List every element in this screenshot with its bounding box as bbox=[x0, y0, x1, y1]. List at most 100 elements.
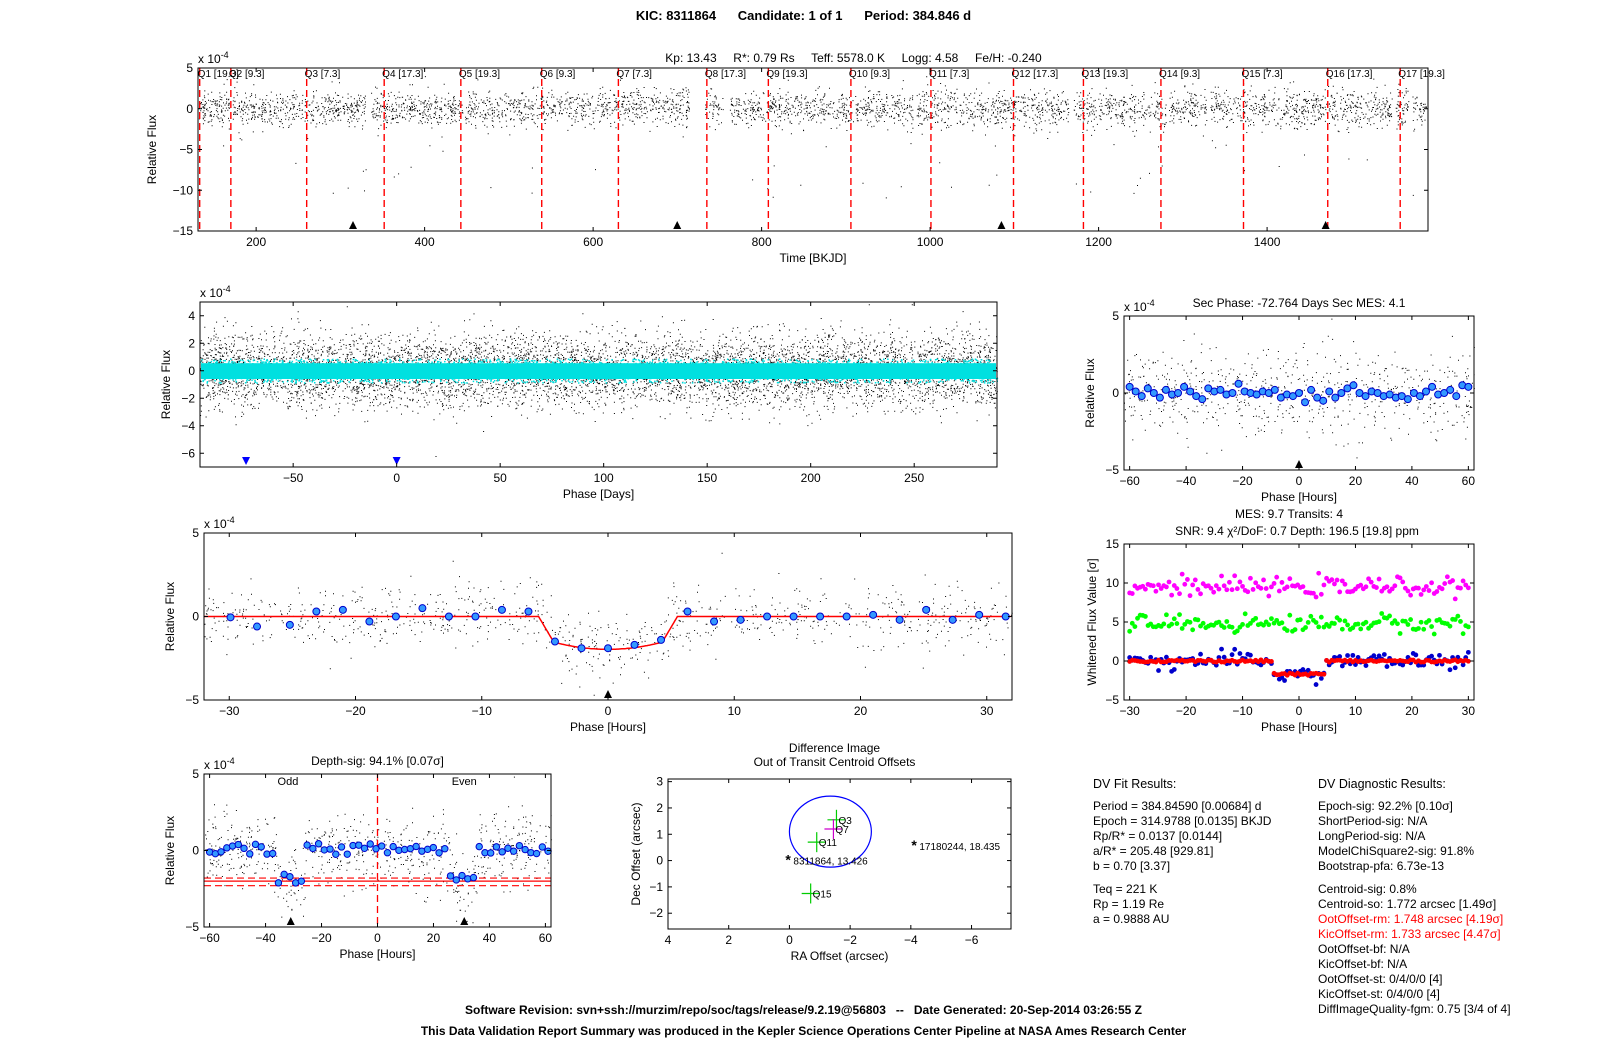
whitened-point bbox=[1271, 581, 1277, 586]
y-tick-label: −10 bbox=[173, 183, 194, 197]
whitened-point bbox=[1400, 662, 1406, 668]
whitened-point bbox=[1261, 577, 1266, 583]
whitened-point bbox=[1442, 581, 1448, 586]
transit-marker bbox=[348, 221, 357, 229]
y-tick-label: 4 bbox=[188, 309, 195, 323]
whitened-point bbox=[1164, 612, 1169, 618]
whitened-point bbox=[1266, 622, 1272, 628]
quarter-centroid-label: Q7 bbox=[835, 825, 849, 836]
whitened-point bbox=[1190, 582, 1196, 588]
diagnostic-result-line bbox=[1318, 874, 1511, 882]
whitened-point bbox=[1292, 627, 1298, 632]
light-curve-points bbox=[198, 76, 1427, 199]
quarter-label: Q3 [7.3] bbox=[305, 69, 341, 80]
whitened-point bbox=[1395, 621, 1400, 627]
y-axis-label: Relative Flux bbox=[145, 115, 159, 184]
fit-result-line: Teq = 221 K bbox=[1093, 882, 1158, 896]
whitened-point bbox=[1221, 583, 1227, 589]
quarter-label: Q6 [9.3] bbox=[540, 69, 576, 80]
whitened-point bbox=[1452, 617, 1458, 622]
whitened-point bbox=[1305, 620, 1311, 625]
whitened-point bbox=[1195, 587, 1201, 592]
whitened-point bbox=[1279, 580, 1285, 585]
odd-label: Odd bbox=[278, 776, 299, 788]
binned-point bbox=[1452, 392, 1461, 401]
binned-point bbox=[1428, 382, 1437, 391]
binned-point bbox=[1403, 395, 1412, 404]
y-scale-label: x 10-4 bbox=[1124, 298, 1155, 314]
x-tick-label: −2 bbox=[843, 933, 857, 947]
fit-result-line: a/R* = 205.48 [929.81] bbox=[1093, 844, 1214, 858]
whitened-point bbox=[1332, 581, 1337, 587]
chart-whitened: MES: 9.7 Transits: 4 SNR: 9.4 χ²/DoF: 0.7… bbox=[1085, 507, 1475, 734]
whitened-point bbox=[1276, 588, 1282, 594]
star-label: 8311864, 13.426 bbox=[793, 857, 868, 868]
whitened-point bbox=[1405, 588, 1411, 594]
x-tick-label: −60 bbox=[1119, 474, 1140, 488]
binned-point bbox=[1325, 387, 1334, 396]
transit-marker bbox=[604, 690, 612, 698]
star-marker: * bbox=[785, 852, 791, 868]
binned-point bbox=[604, 644, 612, 653]
fit-result-line: a = 0.9888 AU bbox=[1093, 912, 1170, 926]
binned-point bbox=[504, 844, 512, 852]
binned-point bbox=[842, 612, 851, 621]
x-tick-label: −60 bbox=[199, 931, 220, 945]
x-tick-label: 250 bbox=[904, 471, 924, 485]
whitened-point bbox=[1182, 581, 1188, 587]
binned-point bbox=[452, 876, 460, 884]
whitened-point bbox=[1366, 576, 1371, 582]
x-tick-label: −40 bbox=[1176, 474, 1197, 488]
x-tick-label: 60 bbox=[1462, 474, 1476, 488]
y-tick-label: −5 bbox=[1105, 463, 1119, 477]
binned-point bbox=[234, 840, 242, 849]
y-axis-label: Dec Offset (arcsec) bbox=[629, 802, 643, 905]
whitened-point bbox=[1169, 592, 1175, 598]
x-tick-label: 200 bbox=[801, 471, 821, 485]
whitened-point bbox=[1232, 646, 1238, 652]
whitened-point bbox=[1460, 631, 1466, 637]
binned-point bbox=[377, 842, 386, 850]
report-header: KIC: 8311864 Candidate: 1 of 1 Period: 3… bbox=[0, 8, 1607, 23]
x-tick-label: 60 bbox=[539, 931, 553, 945]
binned-point bbox=[326, 845, 334, 853]
whitened-point bbox=[1242, 611, 1248, 617]
y-tick-label: 0 bbox=[192, 844, 199, 858]
whitened-point bbox=[1318, 614, 1324, 620]
whitened-point bbox=[1129, 591, 1135, 596]
binned-point bbox=[710, 617, 719, 626]
whitened-point bbox=[1282, 678, 1287, 683]
x-tick-label: 0 bbox=[786, 933, 793, 947]
binned-point bbox=[922, 605, 931, 614]
y-tick-label: −5 bbox=[179, 143, 193, 157]
binned-point bbox=[683, 607, 692, 616]
fit-result-line: Period = 384.84590 [0.00684] d bbox=[1093, 799, 1262, 813]
y-tick-label: 10 bbox=[1106, 576, 1120, 590]
binned-point bbox=[285, 620, 294, 629]
x-tick-label: 150 bbox=[697, 471, 717, 485]
whitened-point bbox=[1363, 663, 1369, 668]
secondary-title: Sec Phase: -72.764 Days Sec MES: 4.1 bbox=[1193, 296, 1406, 310]
quarter-label: Q17 [19.3] bbox=[1398, 69, 1445, 80]
diagnostic-result-line: OotOffset-st: 0/4/0/0 [4] bbox=[1318, 972, 1443, 986]
whitened-point bbox=[1434, 589, 1440, 594]
x-tick-label: 2 bbox=[725, 933, 732, 947]
whitened-point bbox=[1269, 616, 1274, 622]
x-tick-label: 400 bbox=[415, 235, 435, 249]
fit-result-line: Rp = 1.19 Re bbox=[1093, 897, 1165, 911]
diagnostic-results-title: DV Diagnostic Results: bbox=[1318, 777, 1446, 791]
diagnostic-result-line: ModelChiSquare2-sig: 91.8% bbox=[1318, 844, 1475, 858]
binned-point bbox=[1331, 393, 1340, 402]
transit-marker bbox=[1321, 221, 1330, 229]
whitened-point bbox=[1421, 626, 1427, 632]
x-tick-label: −20 bbox=[311, 931, 332, 945]
whitened-point bbox=[1416, 626, 1421, 631]
binned-point bbox=[1234, 379, 1243, 388]
phase-marker bbox=[242, 457, 251, 465]
x-tick-label: 0 bbox=[1296, 704, 1303, 718]
whitened-point bbox=[1284, 584, 1290, 590]
binned-point bbox=[524, 607, 533, 616]
binned-point bbox=[1301, 398, 1310, 407]
